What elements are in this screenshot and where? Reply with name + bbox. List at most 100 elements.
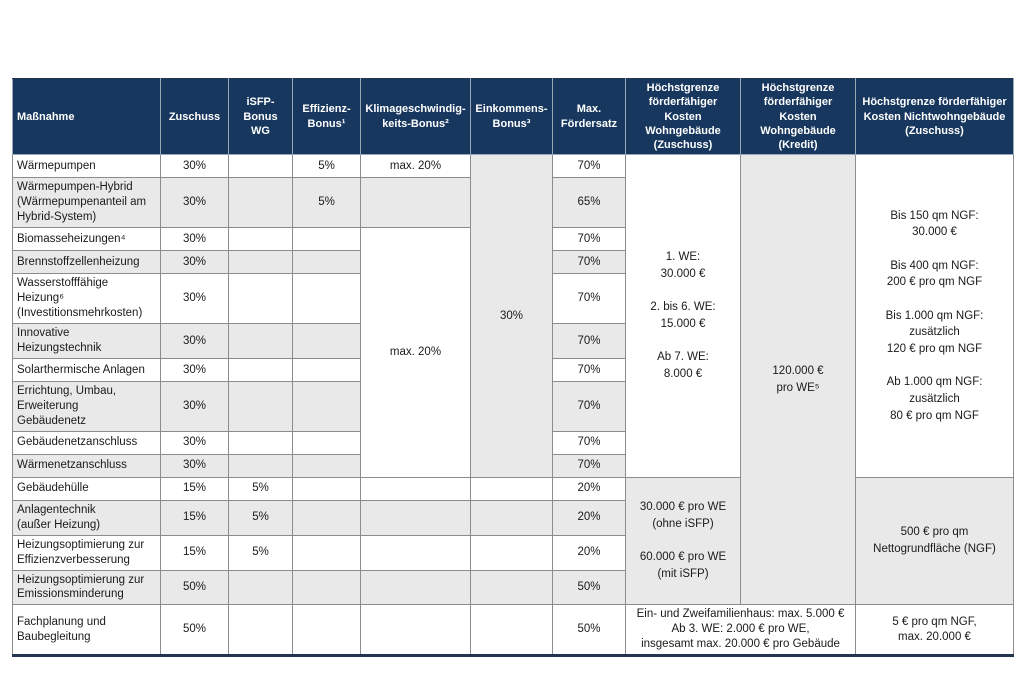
isfp-cell	[228, 154, 293, 179]
table-row: Biomasseheizungen⁴ 30% max. 20% 70%	[12, 227, 1014, 478]
isfp-cell	[228, 227, 293, 252]
table-row: Wärmenetzanschluss 30% 70%	[12, 453, 1014, 478]
header-grenze-wg-zuschuss: Höchstgrenze förderfähiger Kosten Wohnge…	[625, 77, 741, 156]
massnahme-cell: Anlagentechnik (außer Heizung)	[12, 499, 161, 536]
table-row: Wärmepumpen 30% 5% max. 20% 30% 70% 1. W…	[12, 154, 1014, 606]
max-cell: 20%	[552, 499, 626, 536]
header-zuschuss: Zuschuss	[160, 77, 229, 156]
max-cell: 70%	[552, 323, 626, 359]
zuschuss-cell: 15%	[160, 476, 229, 501]
max-cell: 70%	[552, 453, 626, 478]
table-row: Heizungsoptimierung zur Effizienzverbess…	[12, 534, 1014, 571]
table-row: Innovative Heizungstechnik 30% 70%	[12, 323, 1014, 359]
massnahme-cell: Gebäudenetzanschluss	[12, 430, 161, 455]
table-row: Gebäudehülle 15% 5% 20% 30.000 € pro WE …	[12, 476, 1014, 606]
wg-kredit-merged-cell: 120.000 € pro WE⁵	[740, 154, 856, 606]
klima-cell	[360, 534, 471, 571]
effizienz-cell	[292, 476, 361, 501]
isfp-cell	[228, 250, 293, 275]
effizienz-cell	[292, 273, 361, 325]
massnahme-cell: Wasserstofffähige Heizung⁶ (Investitions…	[12, 273, 161, 325]
nwg-merged-cell: Bis 150 qm NGF: 30.000 € Bis 400 qm NGF:…	[855, 154, 1014, 478]
einkommen-cell	[470, 534, 553, 571]
nwg-merged-cell-lower: 500 € pro qm Nettogrundfläche (NGF)	[855, 476, 1014, 606]
effizienz-cell	[292, 323, 361, 359]
massnahme-cell: Innovative Heizungstechnik	[12, 323, 161, 359]
header-einkommens-bonus: Einkommens- Bonus³	[470, 77, 553, 156]
max-cell: 70%	[552, 154, 626, 179]
table-row: Solarthermische Anlagen 30% 70%	[12, 357, 1014, 382]
zuschuss-cell: 30%	[160, 430, 229, 455]
massnahme-cell: Solarthermische Anlagen	[12, 357, 161, 382]
max-cell: 20%	[552, 534, 626, 571]
max-cell: 50%	[552, 604, 626, 657]
zuschuss-cell: 30%	[160, 227, 229, 252]
zuschuss-cell: 30%	[160, 273, 229, 325]
table-row: Wärmepumpen-Hybrid (Wärmepumpenanteil am…	[12, 177, 1014, 229]
header-grenze-wg-kredit: Höchstgrenze förderfähiger Kosten Wohnge…	[740, 77, 856, 156]
wg-zuschuss-merged-cell-lower: 30.000 € pro WE (ohne iSFP) 60.000 € pro…	[625, 476, 741, 606]
massnahme-cell: Brennstoffzellenheizung	[12, 250, 161, 275]
massnahme-cell: Biomasseheizungen⁴	[12, 227, 161, 252]
massnahme-cell: Heizungsoptimierung zur Effizienzverbess…	[12, 534, 161, 571]
nwg-lastrow-cell: 5 € pro qm NGF, max. 20.000 €	[855, 604, 1014, 657]
effizienz-cell	[292, 357, 361, 382]
zuschuss-cell: 30%	[160, 323, 229, 359]
isfp-cell	[228, 177, 293, 229]
max-cell: 65%	[552, 177, 626, 229]
zuschuss-cell: 50%	[160, 569, 229, 606]
header-effizienz-bonus: Effizienz- Bonus¹	[292, 77, 361, 156]
header-massnahme: Maßnahme	[12, 77, 161, 156]
table-row: Brennstoffzellenheizung 30% 70%	[12, 250, 1014, 275]
klima-cell	[360, 476, 471, 501]
effizienz-cell	[292, 534, 361, 571]
table-row: Heizungsoptimierung zur Emissionsminderu…	[12, 569, 1014, 606]
effizienz-cell	[292, 569, 361, 606]
table-row: Errichtung, Umbau, Erweiterung Gebäudene…	[12, 380, 1014, 432]
massnahme-cell: Fachplanung und Baubegleitung	[12, 604, 161, 657]
massnahme-cell: Errichtung, Umbau, Erweiterung Gebäudene…	[12, 380, 161, 432]
zuschuss-cell: 30%	[160, 357, 229, 382]
max-cell: 20%	[552, 476, 626, 501]
einkommen-cell	[470, 476, 553, 501]
max-cell: 70%	[552, 430, 626, 455]
max-cell: 70%	[552, 273, 626, 325]
effizienz-cell	[292, 430, 361, 455]
klima-cell: max. 20%	[360, 154, 471, 179]
massnahme-cell: Heizungsoptimierung zur Emissionsminderu…	[12, 569, 161, 606]
massnahme-cell: Wärmepumpen-Hybrid (Wärmepumpenanteil am…	[12, 177, 161, 229]
zuschuss-cell: 30%	[160, 177, 229, 229]
isfp-cell: 5%	[228, 534, 293, 571]
header-max-foerdersatz: Max. Fördersatz	[552, 77, 626, 156]
massnahme-cell: Wärmenetzanschluss	[12, 453, 161, 478]
max-cell: 50%	[552, 569, 626, 606]
isfp-cell	[228, 380, 293, 432]
einkommen-merged-cell: 30%	[470, 154, 553, 478]
klima-cell	[360, 569, 471, 606]
klima-merged-cell: max. 20%	[360, 227, 471, 478]
header-klima-bonus: Klimageschwindig- keits-Bonus²	[360, 77, 471, 156]
zuschuss-cell: 30%	[160, 250, 229, 275]
effizienz-cell: 5%	[292, 177, 361, 229]
header-isfp-bonus: iSFP- Bonus WG	[228, 77, 293, 156]
isfp-cell	[228, 357, 293, 382]
effizienz-cell	[292, 250, 361, 275]
header-grenze-nwg-zuschuss: Höchstgrenze förderfähiger Kosten Nichtw…	[855, 77, 1014, 156]
header-row: Maßnahme Zuschuss iSFP- Bonus WG Effizie…	[12, 77, 1014, 156]
max-cell: 70%	[552, 380, 626, 432]
zuschuss-cell: 30%	[160, 380, 229, 432]
einkommen-cell	[470, 499, 553, 536]
massnahme-cell: Wärmepumpen	[12, 154, 161, 179]
effizienz-cell	[292, 604, 361, 657]
isfp-cell	[228, 273, 293, 325]
effizienz-cell	[292, 499, 361, 536]
isfp-cell: 5%	[228, 499, 293, 536]
wg-lastrow-merged-cell: Ein- und Zweifamilienhaus: max. 5.000 € …	[625, 604, 856, 657]
table-row: Wasserstofffähige Heizung⁶ (Investitions…	[12, 273, 1014, 325]
isfp-cell	[228, 604, 293, 657]
massnahme-cell: Gebäudehülle	[12, 476, 161, 501]
isfp-cell	[228, 569, 293, 606]
zuschuss-cell: 15%	[160, 534, 229, 571]
isfp-cell	[228, 453, 293, 478]
